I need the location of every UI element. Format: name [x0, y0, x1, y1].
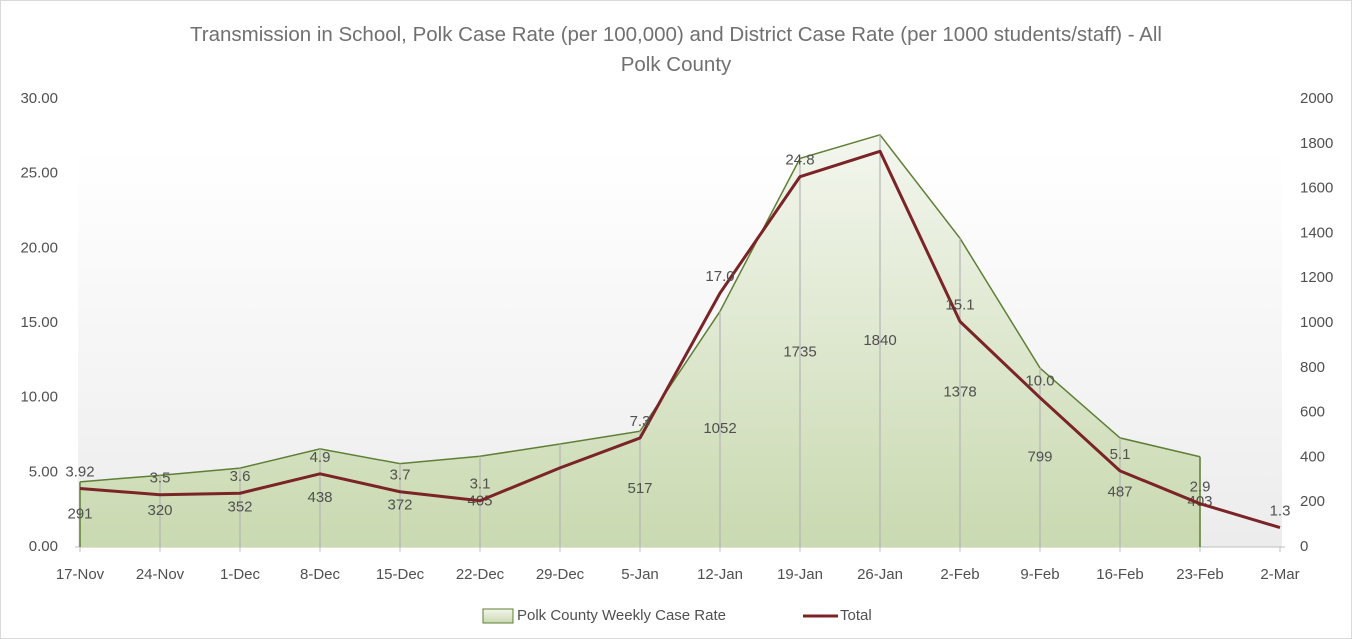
- x-tick-label: 5-Jan: [621, 566, 659, 583]
- area-label: 517: [627, 480, 652, 497]
- legend-swatch: [482, 608, 514, 624]
- y2-tick-label: 400: [1300, 448, 1325, 465]
- x-tick-label: 16-Feb: [1096, 566, 1144, 583]
- line-label: 3.92: [65, 463, 94, 480]
- area-label: 372: [387, 496, 412, 513]
- y2-tick-label: 1000: [1300, 314, 1333, 331]
- x-tick-label: 19-Jan: [777, 566, 823, 583]
- line-label: 4.9: [310, 449, 331, 466]
- legend-label: Polk County Weekly Case Rate: [517, 607, 726, 624]
- legend-label: Total: [840, 607, 872, 624]
- line: [79, 149, 1281, 530]
- area-label: 1735: [783, 344, 816, 361]
- x-tick-label: 1-Dec: [220, 566, 261, 583]
- x-tick-label: 2-Mar: [1260, 566, 1299, 583]
- y2-tick-label: 1200: [1300, 269, 1333, 286]
- line-label: 3.6: [230, 468, 251, 485]
- chart-title: Transmission in School, Polk Case Rate (…: [190, 23, 1162, 76]
- x-tick-label: 29-Dec: [536, 566, 585, 583]
- area-label: 799: [1027, 448, 1052, 465]
- x-tick-label: 17-Nov: [56, 566, 105, 583]
- area-label: 1840: [863, 332, 896, 349]
- area-label: 1052: [703, 420, 736, 437]
- y-tick-label: 30.00: [20, 90, 58, 107]
- line-label: 1.3: [1270, 503, 1291, 520]
- y2-tick-label: 2000: [1300, 90, 1333, 107]
- x-tick-label: 2-Feb: [940, 566, 979, 583]
- y2-tick-label: 600: [1300, 404, 1325, 421]
- y2-tick-label: 200: [1300, 493, 1325, 510]
- line-label: 3.1: [470, 476, 491, 493]
- area-label: 291: [67, 505, 92, 522]
- line-label: 15.1: [945, 296, 974, 313]
- y2-tick-label: 1800: [1300, 135, 1333, 152]
- x-tick-label: 8-Dec: [300, 566, 341, 583]
- y2-tick-label: 1400: [1300, 224, 1333, 241]
- x-tick-label: 12-Jan: [697, 566, 743, 583]
- y-tick-label: 10.00: [20, 389, 58, 406]
- line-label: 2.9: [1190, 479, 1211, 496]
- area-label: 438: [307, 489, 332, 506]
- y-tick-label: 25.00: [20, 165, 58, 182]
- x-tick-label: 24-Nov: [136, 566, 185, 583]
- x-tick-label: 26-Jan: [857, 566, 903, 583]
- line-label: 3.5: [150, 470, 171, 487]
- y-tick-label: 0.00: [29, 538, 58, 555]
- x-tick-label: 15-Dec: [376, 566, 425, 583]
- line-label: 17.0: [705, 268, 734, 285]
- x-tick-label: 22-Dec: [456, 566, 505, 583]
- y-tick-label: 15.00: [20, 314, 58, 331]
- x-tick-label: 23-Feb: [1176, 566, 1224, 583]
- area-label: 1378: [943, 384, 976, 401]
- y2-tick-label: 800: [1300, 359, 1325, 376]
- area-label: 352: [227, 499, 252, 516]
- x-tick-label: 9-Feb: [1020, 566, 1059, 583]
- line-label: 5.1: [1110, 446, 1131, 463]
- line-label: 7.3: [630, 413, 651, 430]
- line-label: 10.0: [1025, 373, 1054, 390]
- y2-tick-label: 0: [1300, 538, 1308, 555]
- y-tick-label: 20.00: [20, 239, 58, 256]
- y2-tick-label: 1600: [1300, 180, 1333, 197]
- area-label: 320: [147, 502, 172, 519]
- y-tick-label: 5.00: [29, 463, 58, 480]
- line-label: 3.7: [390, 467, 411, 484]
- line-label: 24.8: [785, 152, 814, 169]
- area-label: 487: [1107, 483, 1132, 500]
